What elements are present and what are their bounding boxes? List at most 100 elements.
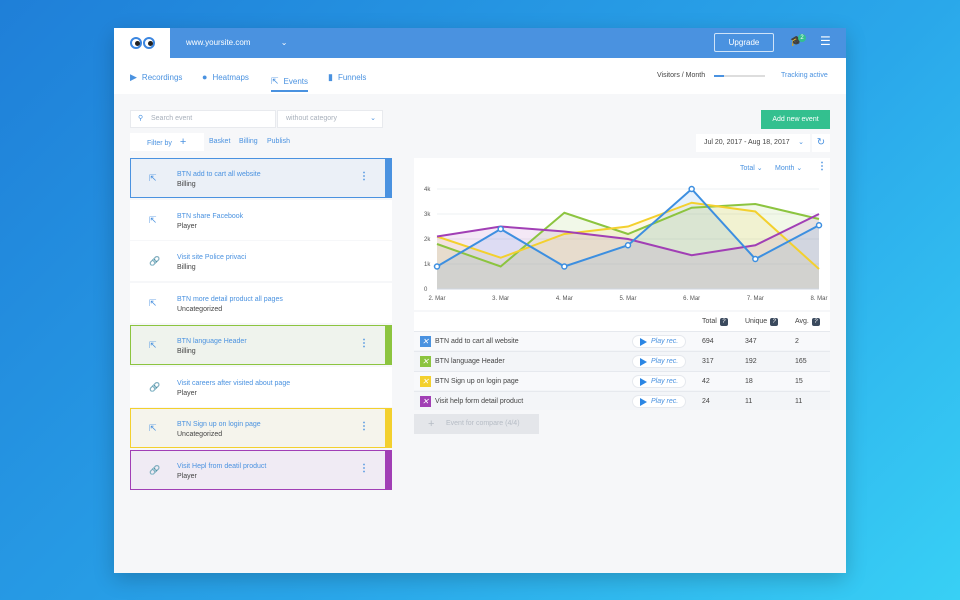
series-area xyxy=(437,189,819,289)
tab-label: Events xyxy=(283,76,309,86)
graduation-cap-icon[interactable]: 🎓 2 xyxy=(790,34,806,47)
tracking-status[interactable]: Tracking active xyxy=(781,72,828,79)
tag-basket[interactable]: Basket xyxy=(209,138,231,145)
event-list-item[interactable]: ⇱ BTN Sign up on login page Uncategorize… xyxy=(130,408,392,449)
event-list-item[interactable]: ⇱ BTN add to cart all website Billing ⋮ xyxy=(130,158,392,198)
visitors-label: Visitors / Month xyxy=(657,72,706,79)
chevron-down-icon: ⌄ xyxy=(798,139,804,146)
more-options-icon[interactable]: ⋮ xyxy=(817,161,827,172)
play-icon: ▶ xyxy=(130,72,137,82)
event-for-compare-button[interactable]: + Event for compare (4/4) xyxy=(414,414,539,434)
data-point xyxy=(433,263,441,270)
event-title: BTN add to cart all website xyxy=(177,171,261,178)
add-new-event-button[interactable]: Add new event xyxy=(761,110,830,129)
line-chart: 0 1k 2k 3k 4k 2. Mar 3. Mar 4. Mar 5. Mar 6. Mar 7… xyxy=(424,185,828,302)
events-table: Total? Unique? Avg.? ✕ BTN add to cart a… xyxy=(414,312,830,410)
more-options-icon[interactable]: ⋮ xyxy=(359,171,369,182)
x-tick-label: 2. Mar xyxy=(428,296,445,302)
data-point xyxy=(688,185,695,193)
row-total: 24 xyxy=(702,398,710,405)
event-list-item[interactable]: ⇱ BTN language Header Billing ⋮ xyxy=(130,324,392,365)
header-unique: Unique? xyxy=(745,318,779,326)
search-input[interactable]: ⚲ Search event xyxy=(130,110,276,128)
category-select[interactable]: without category ⌄ xyxy=(277,110,383,128)
row-avg: 15 xyxy=(795,378,803,385)
tab-funnels[interactable]: ▮ Funnels xyxy=(328,72,366,83)
tab-events[interactable]: ⇱ Events xyxy=(271,70,309,92)
tab-heatmaps[interactable]: ● Heatmaps xyxy=(202,72,249,82)
link-icon: 🔗 xyxy=(149,256,161,267)
site-selector[interactable]: www.yoursite.com ⌄ xyxy=(186,38,287,47)
event-category: Uncategorized xyxy=(177,306,223,314)
tag-publish[interactable]: Publish xyxy=(267,138,290,145)
link-icon: 🔗 xyxy=(149,464,161,475)
plus-icon: + xyxy=(428,418,435,430)
x-tick-label: 3. Mar xyxy=(492,296,509,302)
app-window: www.yoursite.com ⌄ Upgrade 🎓 2 ☰ ▶ Recordi… xyxy=(114,28,846,573)
event-category: Player xyxy=(177,472,197,480)
event-list-item[interactable]: ⇱ BTN share Facebook Player xyxy=(130,199,392,240)
table-row: ✕ BTN language Header Play rec. 317 192 … xyxy=(414,351,830,370)
tag-billing[interactable]: Billing xyxy=(239,138,258,145)
date-range-picker[interactable]: Jul 20, 2017 - Aug 18, 2017 ⌄ xyxy=(696,134,810,152)
row-name: BTN language Header xyxy=(435,358,505,365)
logo[interactable] xyxy=(114,28,170,58)
metric-select[interactable]: Total ⌄ xyxy=(740,165,763,172)
event-title: Visit Hepl from deatil product xyxy=(177,462,267,470)
site-name: www.yoursite.com xyxy=(186,38,251,47)
plus-icon: + xyxy=(179,136,187,148)
remove-icon[interactable]: ✕ xyxy=(420,376,431,387)
menu-icon[interactable]: ☰ xyxy=(820,34,831,48)
event-category: Player xyxy=(177,222,197,230)
click-icon: ⇱ xyxy=(271,75,279,86)
table-row: ✕ Visit help form detail product Play re… xyxy=(414,391,830,410)
data-point xyxy=(624,242,632,249)
tab-recordings[interactable]: ▶ Recordings xyxy=(130,72,182,83)
play-rec-button[interactable]: Play rec. xyxy=(632,375,686,388)
more-options-icon[interactable]: ⋮ xyxy=(359,337,369,349)
row-unique: 347 xyxy=(745,338,757,345)
play-rec-button[interactable]: Play rec. xyxy=(632,335,686,348)
table-row: ✕ BTN add to cart all website Play rec. … xyxy=(414,331,830,350)
filter-by-button[interactable]: Filter by + xyxy=(130,133,204,151)
event-title: BTN language Header xyxy=(177,337,247,345)
refresh-icon[interactable]: ↻ xyxy=(812,134,830,152)
click-icon: ⇱ xyxy=(149,298,157,309)
help-icon: ? xyxy=(719,318,728,326)
period-select[interactable]: Month ⌄ xyxy=(775,165,803,172)
chevron-down-icon: ⌄ xyxy=(370,115,376,122)
series-area xyxy=(437,214,819,289)
event-category: Billing xyxy=(177,181,196,188)
y-tick-label: 2k xyxy=(424,237,431,243)
play-rec-button[interactable]: Play rec. xyxy=(632,355,686,368)
remove-icon[interactable]: ✕ xyxy=(420,336,431,347)
tab-label: Funnels xyxy=(337,73,367,82)
more-options-icon[interactable]: ⋮ xyxy=(359,421,369,433)
tab-label: Recordings xyxy=(141,73,183,82)
row-unique: 18 xyxy=(745,378,753,385)
top-bar: www.yoursite.com ⌄ Upgrade 🎓 2 ☰ xyxy=(114,28,846,58)
data-point xyxy=(497,225,504,233)
upgrade-button[interactable]: Upgrade xyxy=(714,33,774,52)
notification-badge: 2 xyxy=(798,34,806,42)
event-list-item[interactable]: 🔗 Visit Hepl from deatil product Player ⋮ xyxy=(130,449,392,490)
row-name: Visit help form detail product xyxy=(435,398,524,405)
remove-icon[interactable]: ✕ xyxy=(420,356,431,367)
header-avg: Avg.? xyxy=(795,318,820,326)
event-list-item[interactable]: ⇱ BTN more detail product all pages Unca… xyxy=(130,283,392,324)
event-list-item[interactable]: 🔗 Visit careers after visited about page… xyxy=(130,366,392,407)
x-tick-label: 8. Mar xyxy=(810,296,827,302)
more-options-icon[interactable]: ⋮ xyxy=(359,462,369,474)
event-category: Player xyxy=(177,389,197,397)
play-rec-button[interactable]: Play rec. xyxy=(632,395,686,408)
event-title: BTN share Facebook xyxy=(177,212,244,220)
event-list-item[interactable]: 🔗 Visit site Police privaci Billing xyxy=(130,241,392,282)
event-category: Billing xyxy=(177,347,196,355)
y-tick-label: 3k xyxy=(424,212,431,218)
y-tick-label: 0 xyxy=(424,287,428,293)
table-row: ✕ BTN Sign up on login page Play rec. 42… xyxy=(414,371,830,390)
row-avg: 165 xyxy=(795,358,807,365)
event-title: BTN Sign up on login page xyxy=(177,421,261,429)
remove-icon[interactable]: ✕ xyxy=(420,396,431,407)
x-tick-label: 4. Mar xyxy=(556,296,573,302)
